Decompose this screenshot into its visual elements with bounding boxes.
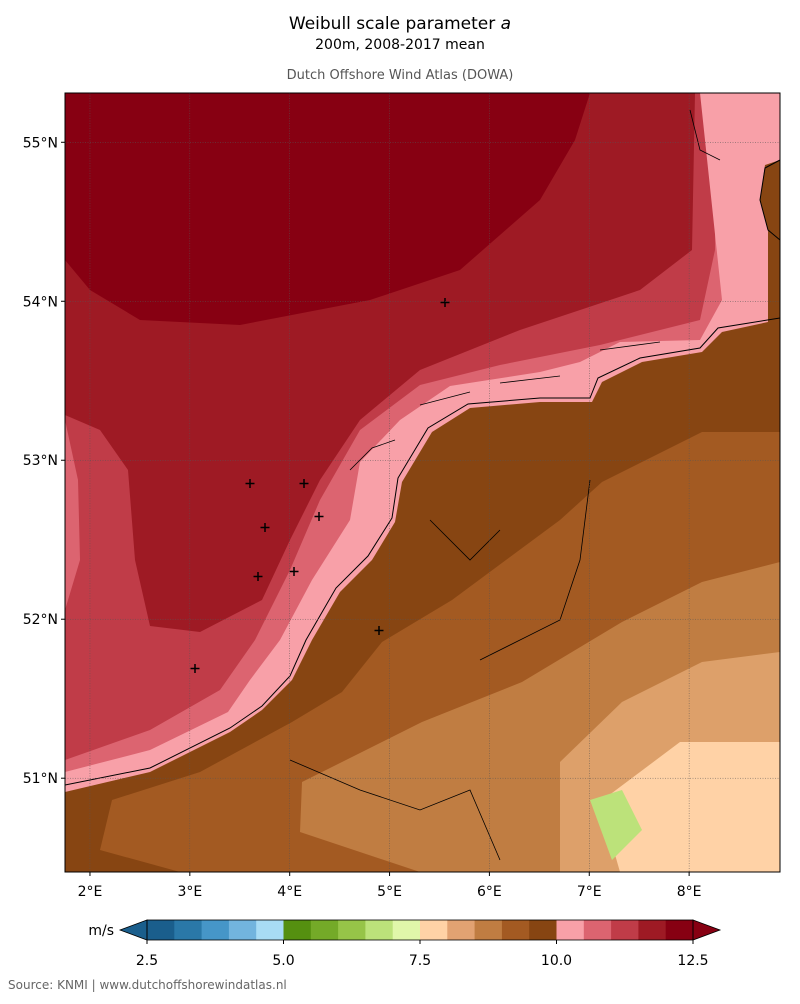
colorbar-bin [420, 920, 448, 940]
colorbar-bin [174, 920, 203, 940]
colorbar-extend-high [692, 919, 722, 941]
colorbar-bin [228, 920, 257, 940]
colorbar-tick-label: 2.5 [136, 953, 158, 969]
y-tick-label: 52°N [23, 612, 58, 628]
colorbar-bin [556, 920, 585, 940]
colorbar-bin [147, 920, 175, 940]
x-tick-label: 6°E [477, 884, 502, 900]
colorbar-extend-low [118, 919, 148, 941]
title-text: Weibull scale parameter [289, 14, 495, 34]
colorbar-bin [529, 920, 557, 940]
map-frame [64, 92, 781, 873]
colorbar-bin [501, 920, 530, 940]
colorbar-unit: m/s [88, 923, 114, 939]
station-markers [190, 298, 450, 673]
colorbar-bin [310, 920, 339, 940]
y-tick-label: 53°N [23, 453, 58, 469]
map-fill [65, 93, 780, 872]
y-tick-label: 55°N [23, 135, 58, 151]
colorbar-bin [256, 920, 284, 940]
x-tick-label: 7°E [577, 884, 602, 900]
source: Source: KNMI | www.dutchoffshorewindatla… [8, 978, 287, 992]
x-tick-label: 5°E [377, 884, 402, 900]
colorbar-bin [392, 920, 421, 940]
colorbar-tick-label: 10.0 [541, 953, 572, 969]
graticule: 2°E 3°E 4°E 5°E 6°E 7°E 8°E 51°N 52°N 53°N 54°N 55°… [23, 93, 780, 900]
colorbar: 2.5 5.0 7.5 10.0 12.5 m/s [88, 919, 722, 969]
y-tick-label: 51°N [23, 771, 58, 787]
title-symbol: a [501, 14, 511, 34]
subtitle: 200m, 2008-2017 mean [315, 37, 485, 53]
colorbar-tick-label: 7.5 [409, 953, 431, 969]
colorbar-bin [638, 920, 667, 940]
colorbar-bin [365, 920, 394, 940]
colorbar-bin [611, 920, 639, 940]
colorbar-tick-label: 12.5 [677, 953, 708, 969]
colorbar-tick-label: 5.0 [272, 953, 294, 969]
colorbar-bin [201, 920, 230, 940]
colorbar-bin [665, 920, 694, 940]
colorbar-bin [583, 920, 612, 940]
x-tick-label: 3°E [177, 884, 202, 900]
x-tick-label: 8°E [677, 884, 702, 900]
y-tick-label: 54°N [23, 294, 58, 310]
colorbar-bin [283, 920, 312, 940]
colorbar-bin [474, 920, 503, 940]
credit: Dutch Offshore Wind Atlas (DOWA) [287, 68, 514, 83]
colorbar-bin [338, 920, 366, 940]
colorbar-bin [447, 920, 476, 940]
title: Weibull scale parameter a [289, 14, 511, 34]
x-tick-label: 4°E [277, 884, 302, 900]
x-tick-label: 2°E [78, 884, 103, 900]
